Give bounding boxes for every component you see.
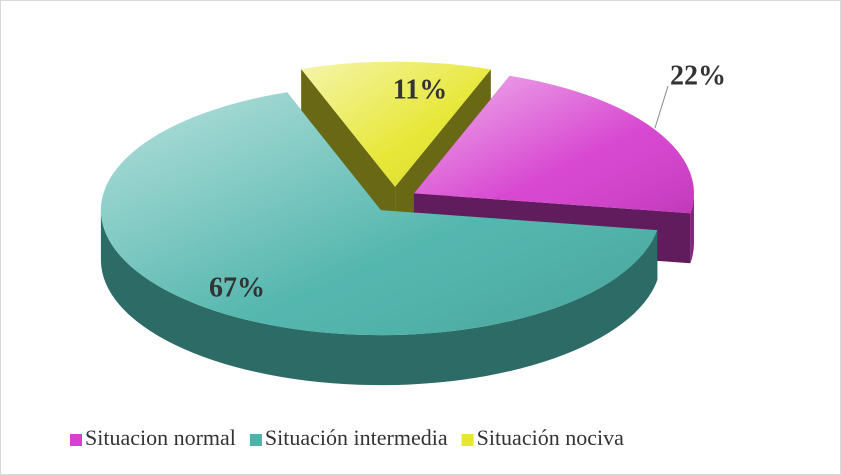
legend-swatch — [461, 434, 474, 446]
pie-slice — [100, 92, 658, 386]
leader-line — [654, 85, 669, 129]
legend-label: Situación nociva — [477, 425, 624, 450]
slice-shine — [301, 61, 491, 187]
slice-cut-face — [301, 69, 396, 237]
data-label: 67% — [209, 272, 265, 303]
data-label: 22% — [670, 60, 726, 91]
slice-wall — [100, 210, 658, 386]
legend-label: Situación intermedia — [265, 425, 448, 450]
pie-slice — [413, 75, 694, 264]
slice-shine — [100, 92, 658, 336]
legend-swatch — [249, 434, 262, 446]
slice-wall — [690, 193, 694, 264]
legend-swatch — [70, 434, 82, 446]
slice-shine — [413, 75, 694, 214]
data-label: 11% — [393, 74, 447, 105]
legend-label: Situacion normal — [85, 425, 236, 450]
